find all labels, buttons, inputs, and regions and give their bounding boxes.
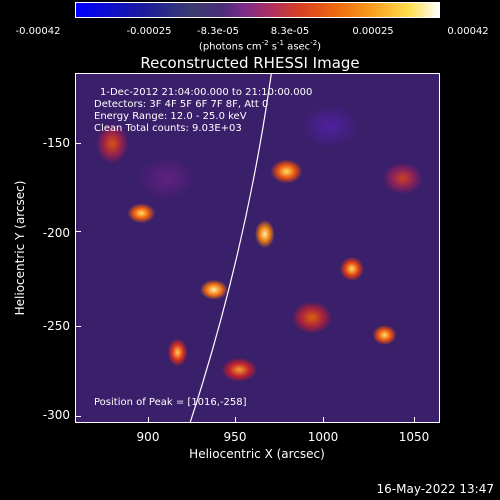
- colorbar-tick-label: -0.00025: [126, 26, 172, 37]
- x-tick: [414, 417, 415, 423]
- y-tick-label: -300: [42, 408, 70, 422]
- y-tick: [75, 326, 81, 327]
- y-tick-label: -150: [42, 136, 70, 150]
- colorbar-tick-label: 0.00025: [352, 26, 394, 37]
- y-tick: [75, 231, 81, 232]
- colorbar-tick-label: 0.00042: [447, 26, 489, 37]
- solar-limb-line: [189, 74, 272, 422]
- total-counts-text: Clean Total counts: 9.03E+03: [94, 123, 242, 134]
- x-axis-label: Heliocentric X (arcsec): [189, 447, 325, 461]
- detectors-text: Detectors: 3F 4F 5F 6F 7F 8F, Att 0: [94, 99, 269, 110]
- colorbar-tick-label: -8.3e-05: [197, 26, 239, 37]
- colorbar-tick-label: 8.3e-05: [270, 26, 310, 37]
- x-tick-label: 1050: [398, 430, 430, 444]
- y-tick: [75, 143, 81, 144]
- x-tick-label: 950: [223, 430, 247, 444]
- colorbar-unit-label: (photons cm-2 s-1 asec-2): [198, 39, 322, 53]
- time-range-text: 1-Dec-2012 21:04:00.000 to 21:10:00.000: [100, 87, 313, 98]
- y-axis-label: Heliocentric Y (arcsec): [13, 180, 27, 316]
- y-tick-label: -250: [42, 319, 70, 333]
- heatmap-image: 1-Dec-2012 21:04:00.000 to 21:10:00.000 …: [75, 73, 440, 423]
- x-tick: [323, 417, 324, 423]
- energy-range-text: Energy Range: 12.0 - 25.0 keV: [94, 111, 247, 122]
- colorbar-tick-label: -0.00042: [15, 26, 61, 37]
- y-tick-label: -200: [42, 226, 70, 240]
- x-tick-label: 900: [136, 430, 160, 444]
- peak-position-text: Position of Peak = [1016,-258]: [94, 397, 247, 408]
- x-tick: [235, 417, 236, 423]
- x-tick: [148, 417, 149, 423]
- plot-title: Reconstructed RHESSI Image: [140, 54, 360, 72]
- x-tick-label: 1000: [307, 430, 339, 444]
- timestamp: 16-May-2022 13:47: [376, 482, 494, 496]
- y-tick: [75, 416, 81, 417]
- colorbar: [75, 2, 440, 18]
